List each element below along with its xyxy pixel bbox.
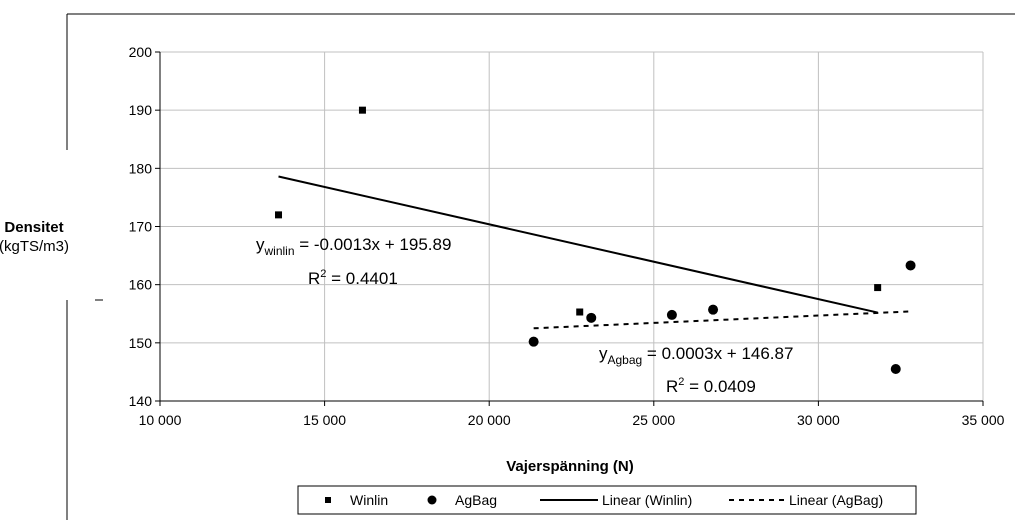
x-tick-label: 15 000 xyxy=(303,412,346,428)
legend-marker-winlin xyxy=(325,497,331,503)
agbag-equation: yAgbag = 0.0003x + 146.87 xyxy=(599,344,793,367)
x-axis-title: Vajerspänning (N) xyxy=(506,458,634,475)
point-winlin xyxy=(275,211,283,219)
y-tick-label: 200 xyxy=(129,44,153,60)
x-tick-label: 10 000 xyxy=(139,412,182,428)
legend-marker-agbag xyxy=(427,495,437,505)
grid-lines xyxy=(160,51,984,401)
y-tick-label: 170 xyxy=(129,219,153,235)
point-agbag xyxy=(528,336,539,347)
agbag-r2: R2 = 0.0409 xyxy=(666,376,756,396)
plot-area: 140 150 160 170 180 190 200 10 000 15 000 20 000… xyxy=(129,44,1005,428)
y-tick-labels: 140 150 160 170 180 190 200 xyxy=(129,44,153,409)
winlin-equation: ywinlin = -0.0013x + 195.89 xyxy=(256,235,451,258)
y-tick-label: 150 xyxy=(129,335,153,351)
trendline-agbag xyxy=(533,310,911,330)
axes xyxy=(155,51,984,406)
data-points xyxy=(275,106,916,375)
y-tick-label: 190 xyxy=(129,102,153,118)
point-winlin xyxy=(874,284,882,292)
y-axis-unit: (kgTS/m3) xyxy=(0,238,69,255)
x-tick-labels: 10 000 15 000 20 000 25 000 30 000 35 000 xyxy=(139,412,1005,428)
point-agbag xyxy=(708,304,719,315)
point-agbag xyxy=(905,260,916,271)
x-tick-label: 25 000 xyxy=(632,412,675,428)
point-agbag xyxy=(666,309,677,320)
legend-label-agbag: AgBag xyxy=(455,492,497,508)
legend-label-linear-winlin: Linear (Winlin) xyxy=(602,492,692,508)
y-tick-label: 160 xyxy=(129,277,153,293)
legend: Winlin AgBag Linear (Winlin) Linear (AgB… xyxy=(297,485,917,515)
point-winlin xyxy=(576,308,584,316)
point-winlin xyxy=(358,106,366,114)
x-tick-label: 30 000 xyxy=(797,412,840,428)
legend-label-winlin: Winlin xyxy=(350,492,388,508)
y-axis-title: Densitet xyxy=(4,219,63,236)
trendline-winlin xyxy=(278,175,878,314)
point-agbag xyxy=(890,364,901,375)
point-agbag xyxy=(586,312,597,323)
y-tick-label: 140 xyxy=(129,393,153,409)
trendlines xyxy=(278,175,911,330)
x-tick-label: 35 000 xyxy=(962,412,1005,428)
legend-box xyxy=(297,485,917,515)
y-tick-label: 180 xyxy=(129,160,153,176)
x-tick-label: 20 000 xyxy=(468,412,511,428)
winlin-r2: R2 = 0.4401 xyxy=(308,268,398,288)
legend-label-linear-agbag: Linear (AgBag) xyxy=(789,492,883,508)
